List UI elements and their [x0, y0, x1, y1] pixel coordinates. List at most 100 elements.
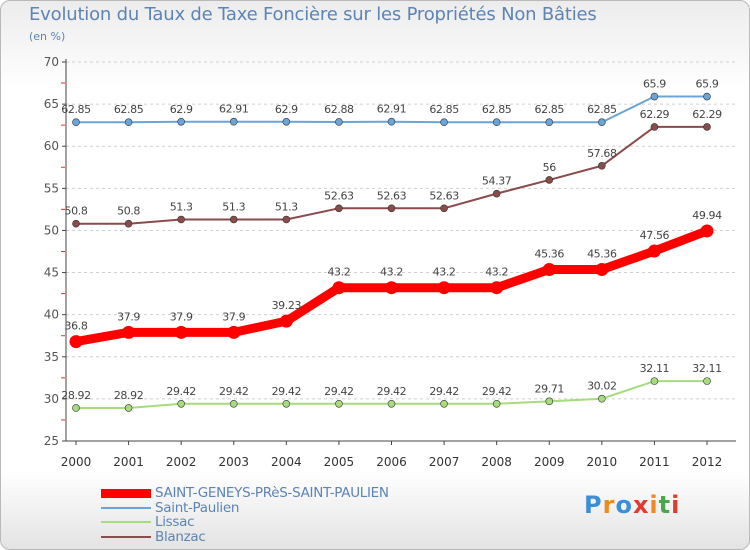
data-point [650, 92, 659, 101]
data-point [440, 204, 448, 213]
data-label: 51.3 [275, 200, 298, 213]
data-point [440, 118, 448, 127]
data-point [598, 161, 606, 170]
data-label: 57.68 [587, 147, 617, 160]
data-point [440, 399, 448, 408]
data-label: 62.9 [170, 103, 193, 116]
data-label: 43.2 [485, 266, 508, 279]
data-point [387, 117, 396, 126]
data-point [122, 325, 136, 339]
data-point [174, 325, 188, 339]
data-point [490, 281, 504, 295]
data-point [545, 176, 554, 184]
data-point [647, 244, 661, 258]
x-tick-label: 2011 [639, 455, 670, 469]
data-point [545, 397, 554, 406]
legend-swatch-blanzac [101, 535, 151, 538]
data-label: 29.42 [272, 385, 302, 398]
y-tick-label: 45 [44, 266, 59, 280]
data-label: 62.29 [692, 108, 722, 121]
data-point [69, 335, 83, 349]
data-point [542, 263, 556, 277]
x-tick-label: 2002 [166, 455, 197, 469]
data-label: 62.91 [219, 103, 249, 116]
data-point [177, 215, 185, 224]
logo-letter: r [602, 491, 616, 519]
data-label: 62.29 [640, 108, 670, 121]
data-label: 37.9 [170, 310, 193, 323]
data-label: 37.9 [117, 310, 140, 323]
chart-title: Evolution du Taux de Taxe Foncière sur l… [29, 4, 597, 25]
data-label: 29.42 [324, 385, 354, 398]
data-point [385, 281, 398, 295]
y-tick-label: 70 [44, 55, 59, 69]
logo-letter: i [649, 491, 659, 519]
data-point [227, 325, 241, 339]
data-label: 62.91 [377, 103, 407, 116]
data-label: 52.63 [324, 189, 354, 202]
data-point [335, 204, 343, 213]
data-label: 52.63 [377, 189, 407, 202]
data-label: 39.23 [272, 299, 302, 312]
data-point [595, 263, 609, 277]
data-point [492, 118, 501, 127]
data-point [703, 92, 711, 101]
data-point [598, 118, 606, 127]
data-label: 29.42 [219, 385, 249, 398]
y-tick-label: 40 [44, 308, 59, 322]
data-point [545, 118, 554, 127]
data-label: 28.92 [114, 389, 144, 402]
data-label: 28.92 [61, 389, 91, 402]
x-tick-label: 2008 [481, 455, 512, 469]
data-point [177, 117, 185, 126]
data-label: 45.36 [535, 248, 565, 261]
legend-label: Lissac [155, 514, 195, 530]
data-label: 62.85 [61, 103, 91, 116]
data-point [335, 399, 343, 408]
legend-label: Blanzac [155, 528, 206, 545]
logo-letter: x [632, 491, 650, 519]
legend-label: Saint-Paulien [155, 499, 240, 516]
x-tick-label: 2005 [324, 455, 355, 469]
data-label: 62.85 [482, 103, 512, 116]
data-label: 62.9 [275, 103, 298, 116]
logo-letter: o [615, 491, 633, 519]
data-label: 52.63 [429, 189, 459, 202]
legend-label: SAINT-GENEYS-PRèS-SAINT-PAULIEN [155, 485, 389, 501]
y-tick-label: 50 [44, 223, 59, 237]
data-point [282, 117, 291, 126]
data-label: 62.88 [324, 103, 354, 116]
data-label: 50.8 [117, 205, 140, 218]
data-label: 29.42 [482, 385, 512, 398]
data-point [703, 123, 711, 131]
data-point [437, 281, 451, 295]
data-point [703, 377, 711, 385]
data-label: 49.94 [692, 209, 722, 222]
data-point [335, 118, 343, 126]
logo-letter: i [671, 491, 681, 519]
x-tick-label: 2001 [113, 455, 144, 469]
x-tick-label: 2009 [534, 455, 565, 469]
data-label: 51.3 [170, 200, 193, 213]
legend-swatch-saint-paulien [101, 506, 151, 509]
data-label: 32.11 [640, 362, 670, 375]
data-label: 43.2 [380, 266, 403, 279]
y-tick-label: 55 [44, 181, 59, 195]
data-label: 37.9 [222, 310, 245, 323]
data-point [229, 215, 238, 224]
data-point [124, 219, 133, 228]
data-point [492, 189, 501, 198]
data-label: 54.37 [482, 175, 512, 188]
logo-letter: t [658, 491, 672, 519]
data-point [598, 394, 606, 403]
data-label: 45.36 [587, 248, 617, 261]
data-label: 51.3 [222, 200, 245, 213]
data-point [229, 117, 238, 126]
data-point [177, 399, 185, 408]
x-tick-label: 2007 [429, 455, 460, 469]
data-label: 62.85 [429, 103, 459, 116]
data-label: 29.42 [166, 385, 196, 398]
data-point [229, 399, 238, 408]
data-label: 29.42 [429, 385, 459, 398]
